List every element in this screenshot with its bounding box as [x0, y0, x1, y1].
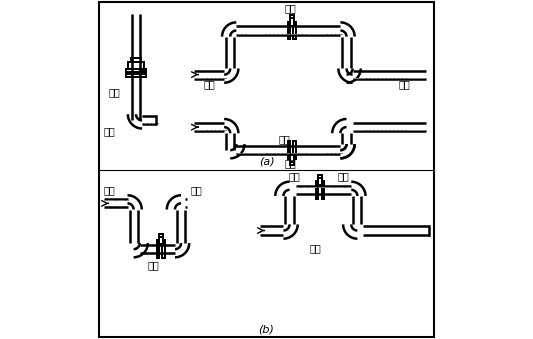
Text: 液体: 液体	[104, 126, 116, 136]
Bar	[289, 155, 294, 162]
Bar	[131, 58, 141, 62]
Bar	[126, 74, 146, 77]
Bar	[294, 22, 296, 39]
Bar	[294, 141, 296, 159]
Bar	[288, 22, 290, 39]
Text: 液体: 液体	[204, 79, 215, 89]
Text: (b): (b)	[259, 324, 274, 334]
Bar	[157, 240, 159, 258]
Bar	[163, 240, 165, 258]
Text: 正确: 正确	[108, 87, 120, 97]
Text: 气泡: 气泡	[338, 172, 350, 182]
Bar	[318, 175, 322, 178]
Text: 液体: 液体	[285, 158, 297, 168]
Text: 气泡: 气泡	[289, 172, 301, 182]
Text: 正确: 正确	[285, 3, 297, 13]
Text: 气泡: 气泡	[191, 185, 203, 195]
Text: 气泡: 气泡	[104, 185, 116, 195]
Bar	[126, 69, 146, 72]
Bar	[158, 234, 163, 237]
Bar	[289, 15, 294, 18]
Text: 错误: 错误	[310, 243, 321, 253]
Bar	[318, 178, 322, 185]
Bar	[289, 162, 294, 165]
Text: 正确: 正确	[147, 260, 159, 271]
Bar	[158, 237, 163, 244]
Text: 错误: 错误	[278, 134, 290, 144]
Bar	[322, 181, 324, 199]
Bar	[288, 141, 290, 159]
Text: (a): (a)	[259, 156, 274, 166]
Bar	[128, 62, 144, 69]
Bar	[316, 181, 318, 199]
Text: 液体: 液体	[399, 79, 410, 89]
Bar	[289, 18, 294, 26]
